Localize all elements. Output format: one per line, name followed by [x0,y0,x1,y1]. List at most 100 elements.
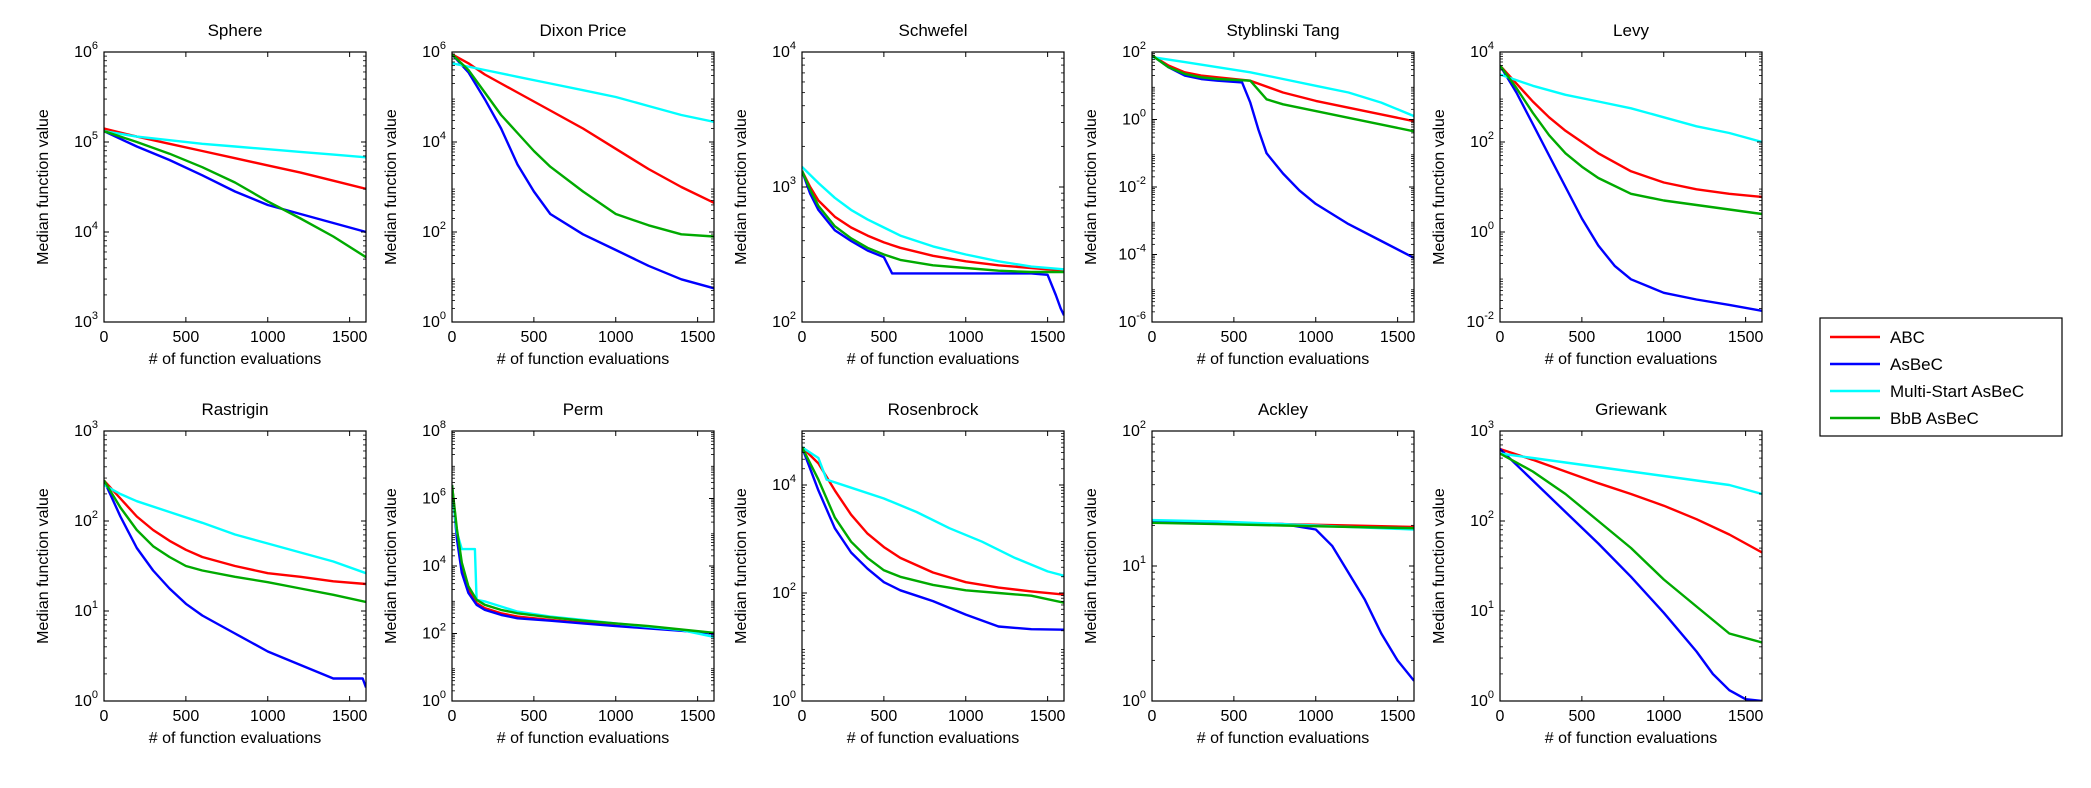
x-tick-label: 0 [448,708,457,725]
y-tick-label: 104 [422,554,446,575]
y-tick-label: 102 [1470,509,1494,530]
series-line-multi-start-asbec [104,483,366,575]
x-axis-label: # of function evaluations [1545,730,1718,747]
x-tick-label: 1500 [332,708,368,725]
series-line-asbec [452,484,714,635]
x-tick-label: 500 [173,329,200,346]
y-axis-label: Median function value [35,109,52,265]
legend-label: AsBeC [1890,355,1943,374]
y-tick-label: 100 [422,310,446,331]
x-tick-label: 1500 [1030,708,1066,725]
x-tick-label: 0 [448,329,457,346]
y-tick-label: 100 [772,689,796,710]
plot-frame [801,430,1065,702]
series-line-bbb-asbec [1152,54,1414,133]
x-tick-label: 1000 [250,329,286,346]
x-tick-label: 1000 [250,708,286,725]
x-axis-label: # of function evaluations [497,730,670,747]
plot-frame [451,51,715,323]
legend-label: BbB AsBeC [1890,409,1979,428]
y-tick-label: 100 [1122,689,1146,710]
y-tick-label: 104 [772,473,796,494]
y-tick-label: 102 [1122,419,1146,440]
chart-title: Ackley [1258,400,1309,419]
y-tick-label: 10-2 [1466,310,1494,331]
plot-frame [103,430,367,702]
series-line-abc [802,446,1064,596]
y-axis-label: Median function value [1431,109,1448,265]
chart-title: Levy [1613,21,1649,40]
series-line-multi-start-asbec [802,446,1064,577]
y-tick-label: 100 [1470,689,1494,710]
y-tick-label: 104 [422,130,446,151]
y-tick-label: 104 [1470,40,1494,61]
chart-panel-rastrigin: 0 500 1000 1500 100 101 102 103 Rastrigin # of fu… [35,400,368,747]
chart-panel-levy: 0 500 1000 1500 10-2 100 102 104 Levy # of functi… [1431,21,1764,368]
y-axis-label: Median function value [383,109,400,265]
y-tick-label: 101 [1122,554,1146,575]
x-axis-label: # of function evaluations [847,730,1020,747]
x-tick-label: 1000 [598,708,634,725]
x-axis-label: # of function evaluations [497,351,670,368]
x-tick-label: 500 [521,329,548,346]
chart-panel-griewank: 0 500 1000 1500 100 101 102 103 Griewank # of fun… [1431,400,1764,747]
series-line-asbec [802,446,1064,631]
x-tick-label: 1500 [1030,329,1066,346]
x-tick-label: 500 [1221,708,1248,725]
chart-title: Rosenbrock [888,400,979,419]
y-tick-label: 104 [772,40,796,61]
plot-frame [1499,51,1763,323]
y-axis-label: Median function value [1083,109,1100,265]
y-tick-label: 102 [1470,130,1494,151]
y-tick-label: 105 [74,130,98,151]
series-line-multi-start-asbec [104,130,366,159]
chart-panel-rosenbrock: 0 500 1000 1500 100 102 104 Rosenbrock # of func… [733,400,1066,747]
plot-frame [1499,430,1763,702]
series-line-asbec [104,480,366,688]
x-tick-label: 500 [1569,329,1596,346]
chart-panel-styblinski-tang: 0 500 1000 1500 10-6 10-4 10-2 100 102 Styblinski… [1083,21,1416,368]
y-tick-label: 103 [74,419,98,440]
series-line-bbb-asbec [1152,521,1414,530]
y-tick-label: 102 [422,220,446,241]
chart-title: Sphere [208,21,263,40]
x-tick-label: 1500 [680,329,716,346]
x-axis-label: # of function evaluations [847,351,1020,368]
series-line-abc [1500,64,1762,199]
y-tick-label: 106 [422,40,446,61]
chart-panel-sphere: 0 500 1000 1500 103 104 105 106 Sphere # of funct… [35,21,368,368]
y-tick-label: 101 [74,599,98,620]
series-line-multi-start-asbec [452,62,714,123]
legend-label: Multi-Start AsBeC [1890,382,2024,401]
y-tick-label: 103 [772,175,796,196]
x-axis-label: # of function evaluations [1197,351,1370,368]
x-tick-label: 1500 [1728,329,1764,346]
x-tick-label: 500 [871,329,898,346]
series-line-asbec [1500,448,1762,701]
x-tick-label: 0 [1148,708,1157,725]
series-line-bbb-asbec [1500,64,1762,216]
x-axis-label: # of function evaluations [1197,730,1370,747]
series-line-abc [1500,447,1762,554]
chart-panel-dixon-price: 0 500 1000 1500 100 102 104 106 Dixon Price # of … [383,21,716,368]
series-line-multi-start-asbec [1500,73,1762,144]
chart-panel-perm: 0 500 1000 1500 100 102 104 106 108 Perm # of func… [383,400,716,747]
y-tick-label: 10-6 [1118,310,1146,331]
y-tick-label: 100 [74,689,98,710]
x-tick-label: 1500 [1380,329,1416,346]
series-line-multi-start-asbec [802,165,1064,271]
plot-frame [103,51,367,323]
y-tick-label: 100 [1470,220,1494,241]
x-tick-label: 500 [1569,708,1596,725]
chart-title: Schwefel [899,21,968,40]
chart-panel-schwefel: 0 500 1000 1500 102 103 104 Schwefel # of functi… [733,21,1066,368]
chart-title: Griewank [1595,400,1667,419]
series-line-abc [452,53,714,204]
series-line-asbec [1152,520,1414,682]
y-axis-label: Median function value [733,488,750,644]
x-axis-label: # of function evaluations [149,730,322,747]
y-tick-label: 102 [1122,40,1146,61]
series-line-bbb-asbec [104,479,366,604]
